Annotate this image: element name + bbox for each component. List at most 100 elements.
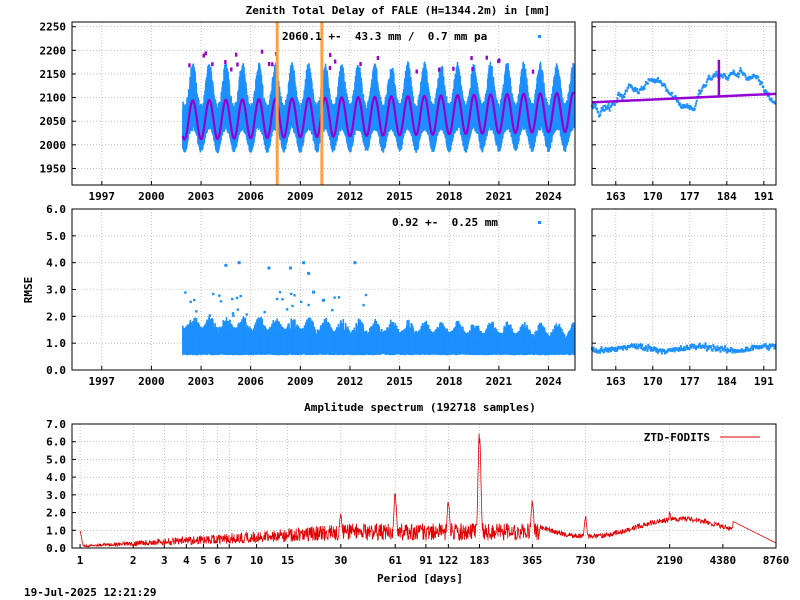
rmse-zoom-point	[724, 344, 727, 348]
ztd-zoom-point	[686, 103, 689, 106]
rmse-zoom-point	[609, 347, 612, 351]
rmse-zoom-point	[767, 347, 770, 351]
ztd-zoom-point	[621, 97, 624, 100]
ztd-zoom-point	[759, 82, 762, 85]
rmse-zoom-point	[716, 345, 719, 349]
ztd-outlier-point	[328, 65, 332, 70]
x-tick-label: 2012	[337, 375, 364, 388]
x-tick-label: 1997	[89, 190, 116, 203]
ztd-zoom-point	[761, 81, 764, 85]
ztd-zoom-point	[727, 76, 730, 79]
ztd-zoom-point	[687, 104, 690, 108]
x-tick-label: 2003	[188, 375, 215, 388]
ztd-zoom-point	[713, 72, 716, 76]
rmse-outlier-point	[275, 297, 279, 301]
rmse-zoom-point	[744, 349, 747, 353]
ztd-outlier-point	[230, 67, 233, 72]
rmse-outlier-point	[353, 261, 357, 265]
x-tick-label: 61	[389, 554, 403, 567]
ztd-zoom-point	[664, 86, 667, 89]
rmse-zoom-point	[603, 348, 606, 352]
rmse-outlier-point	[263, 310, 266, 314]
rmse-zoom-point	[745, 348, 748, 352]
rmse-zoom-point	[760, 346, 763, 350]
ztd-zoom-point	[632, 89, 635, 93]
x-tick-label: 122	[438, 554, 458, 567]
ztd-zoom-point	[754, 75, 757, 78]
x-tick-label: 163	[606, 190, 626, 203]
ztd-outlier-point	[204, 51, 207, 56]
y-tick-label: 2100	[40, 92, 67, 105]
x-tick-label: 184	[717, 190, 737, 203]
rmse-outlier-point	[219, 300, 223, 303]
rmse-zoom-point	[697, 345, 700, 349]
ztd-zoom-point	[681, 104, 684, 107]
rmse-zoom-point	[721, 346, 724, 350]
rmse-outlier-point	[236, 308, 240, 311]
ztd-zoom-point	[636, 87, 639, 91]
rmse-zoom-point	[660, 351, 663, 355]
rmse-zoom-point	[707, 347, 710, 351]
ztd-zoom-point	[755, 77, 758, 80]
rmse-zoom-point	[773, 346, 776, 350]
ztd-zoom-point	[596, 107, 599, 111]
rmse-zoom-point	[599, 348, 602, 352]
rmse-stats-annotation: 0.92 +- 0.25 mm	[392, 216, 498, 229]
rmse-zoom-point	[598, 350, 601, 354]
rmse-zoom-points	[591, 342, 777, 355]
rmse-outlier-point	[235, 296, 239, 300]
ztd-zoom-point	[707, 77, 710, 80]
rmse-outlier-point	[362, 303, 365, 307]
rmse-outlier-point	[337, 296, 341, 299]
ztd-outlier-point	[260, 49, 264, 54]
y-tick-label: 1.0	[46, 337, 66, 350]
x-tick-label: 15	[281, 554, 294, 567]
ztd-zoom-point	[601, 107, 604, 110]
ztd-zoom-point	[634, 86, 637, 90]
ztd-zoom-point	[613, 103, 616, 106]
ztd-zoom-point	[671, 95, 674, 99]
ztd-zoom-point	[768, 97, 771, 100]
ztd-zoom-point	[627, 86, 630, 89]
rmse-zoom-x-axis: 163 170 177 184 191	[606, 209, 774, 388]
ztd-zoom-point	[733, 71, 736, 74]
ztd-zoom-point	[616, 97, 619, 100]
ztd-zoom-point	[666, 89, 669, 92]
ztd-zoom-point	[751, 76, 754, 79]
rmse-outlier-point	[193, 298, 196, 302]
ztd-zoom-point	[682, 106, 685, 109]
ztd-zoom-point	[766, 91, 769, 94]
ztd-outlier-point	[531, 69, 535, 74]
ztd-outlier-point	[188, 63, 191, 68]
y-tick-label: 0.0	[46, 364, 66, 377]
rmse-zoom-point	[723, 347, 726, 351]
ztd-zoom-point	[594, 102, 597, 106]
ztd-outlier-point	[202, 53, 205, 58]
rmse-zoom-point	[746, 346, 749, 350]
ztd-zoom-point	[606, 107, 609, 110]
ztd-zoom-points	[591, 67, 777, 118]
rmse-outlier-point	[312, 290, 316, 294]
rmse-zoom-point	[694, 347, 697, 351]
ztd-zoom-point	[639, 88, 642, 91]
rmse-zoom-point	[691, 343, 694, 347]
ztd-zoom-point	[768, 94, 771, 98]
rmse-outlier-point	[184, 291, 187, 294]
ztd-zoom-point	[604, 104, 607, 108]
x-tick-label: 2000	[138, 375, 165, 388]
ztd-zoom-point	[774, 101, 777, 105]
ztd-zoom-point	[721, 74, 724, 78]
x-tick-label: 191	[754, 190, 774, 203]
x-tick-label: 183	[470, 554, 490, 567]
ztd-outlier-point	[497, 59, 500, 64]
rmse-zoom-point	[606, 347, 609, 351]
ztd-zoom-point	[700, 89, 703, 92]
rmse-zoom-point	[693, 343, 696, 347]
ztd-model-outliers	[188, 49, 535, 74]
rmse-zoom-point	[594, 348, 597, 352]
ztd-zoom-point	[593, 106, 596, 109]
ztd-zoom-point	[655, 80, 658, 83]
ztd-zoom-point	[766, 94, 769, 97]
timestamp: 19-Jul-2025 12:21:29	[24, 586, 156, 599]
